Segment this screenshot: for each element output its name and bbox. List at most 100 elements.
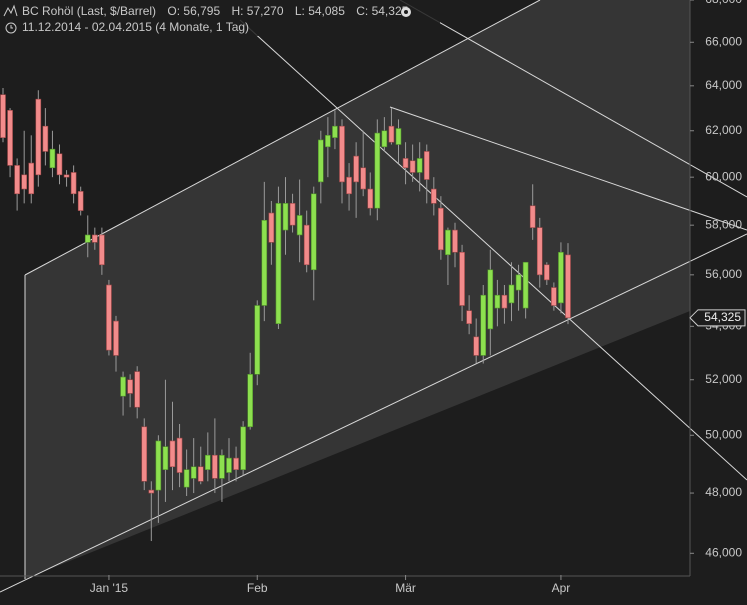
- candle-body: [544, 264, 550, 281]
- candle-body: [374, 132, 381, 209]
- candle-body: [148, 489, 155, 494]
- candle-body: [92, 234, 98, 243]
- candle-body: [466, 310, 472, 325]
- candle-body: [367, 188, 374, 209]
- candle-body: [381, 130, 388, 148]
- candle-body: [501, 294, 508, 309]
- header: BC Rohöl (Last, $/Barrel) O: 56,795 H: 5…: [0, 0, 440, 36]
- candle-body: [332, 125, 338, 138]
- candle-body: [233, 457, 239, 470]
- y-tick-label: 48,000: [705, 485, 742, 499]
- candle-body: [77, 191, 84, 211]
- candle-body: [395, 128, 402, 145]
- candle-body: [49, 148, 56, 169]
- candle-body: [63, 174, 70, 178]
- trend-line: [239, 19, 747, 481]
- candle-body: [289, 203, 296, 226]
- trend-line: [24, 0, 541, 276]
- candle-body: [473, 336, 479, 356]
- ohlc-label: H: 57,270: [231, 4, 283, 18]
- candle-body: [494, 294, 501, 309]
- candle-body: [261, 219, 268, 306]
- candle-body: [487, 269, 494, 330]
- candle-body: [127, 379, 133, 394]
- clock-hands: [10, 25, 13, 29]
- candle-body: [0, 94, 6, 138]
- candle-body: [176, 437, 183, 473]
- candle-body: [247, 374, 253, 428]
- y-tick-label: 56,000: [705, 267, 742, 281]
- candle-body: [282, 203, 289, 231]
- trend-channel: [25, 0, 690, 579]
- candle-body: [339, 125, 345, 183]
- candle-body: [120, 376, 126, 397]
- y-tick-label: 62,000: [705, 123, 742, 137]
- candle-body: [205, 454, 211, 470]
- candle-body: [480, 294, 487, 356]
- candle-body: [268, 212, 275, 243]
- axes: 46,00048,00050,00052,00054,00056,00058,0…: [90, 0, 746, 595]
- settings-icon-center: [404, 10, 408, 14]
- candle-body: [522, 261, 529, 309]
- candle-body: [508, 284, 515, 304]
- y-tick-label: 58,000: [705, 217, 742, 231]
- candle-body: [113, 320, 119, 356]
- candle-body: [459, 251, 465, 306]
- candle-body: [452, 229, 458, 253]
- candle-body: [155, 440, 162, 491]
- last-price-tag: [689, 309, 746, 327]
- candle-body: [219, 454, 225, 479]
- candle-body: [169, 440, 176, 468]
- candle-body: [416, 158, 423, 173]
- x-tick-label: Mär: [395, 581, 416, 595]
- candle-body: [303, 224, 310, 266]
- candle-body: [529, 205, 536, 228]
- candle-body: [515, 274, 522, 291]
- candle-body: [296, 215, 303, 236]
- x-tick-label: Apr: [552, 581, 571, 595]
- trend-line: [399, 0, 747, 198]
- candle-body: [353, 155, 359, 183]
- candle-body: [275, 203, 282, 325]
- candle-body: [325, 135, 331, 148]
- candle-body: [360, 167, 366, 190]
- candle-body: [42, 125, 49, 152]
- clock-icon: [5, 22, 17, 34]
- candle-body: [7, 110, 13, 166]
- candle-body: [438, 207, 444, 251]
- candle-body: [565, 254, 571, 319]
- candle-body: [310, 193, 317, 271]
- candle-body: [21, 174, 27, 190]
- y-tick-label: 66,000: [705, 34, 742, 48]
- chart-icon: [3, 4, 18, 17]
- candle-body: [183, 469, 190, 488]
- x-tick-label: Jan '15: [90, 581, 129, 595]
- ohlc-label: L: 54,085: [295, 4, 345, 18]
- candle-body: [141, 426, 148, 482]
- x-tick-label: Feb: [247, 581, 268, 595]
- candle-body: [99, 234, 105, 266]
- candle-body: [134, 371, 140, 408]
- candle-body: [212, 454, 218, 479]
- candle-body: [240, 426, 246, 470]
- candle-body: [551, 287, 557, 306]
- y-tick-label: 50,000: [705, 427, 742, 441]
- y-tick-label: 68,000: [705, 0, 742, 6]
- candle-body: [431, 188, 437, 204]
- subtitle: 11.12.2014 - 02.04.2015 (4 Monate, 1 Tag…: [22, 20, 249, 34]
- candle-body: [423, 151, 430, 180]
- ohlc-label: C: 54,325: [356, 4, 408, 18]
- candle-body: [70, 172, 77, 195]
- title: BC Rohöl (Last, $/Barrel): [22, 4, 156, 18]
- candle-body: [190, 466, 197, 479]
- candle-body: [558, 251, 564, 304]
- candle-body: [402, 158, 409, 169]
- candle-body: [28, 162, 35, 195]
- last-price-label: 54,325: [704, 310, 741, 324]
- candle-body: [346, 176, 352, 195]
- candles: [0, 88, 571, 542]
- trend-line: [389, 106, 747, 231]
- candle-body: [84, 234, 91, 243]
- candle-body: [388, 125, 395, 143]
